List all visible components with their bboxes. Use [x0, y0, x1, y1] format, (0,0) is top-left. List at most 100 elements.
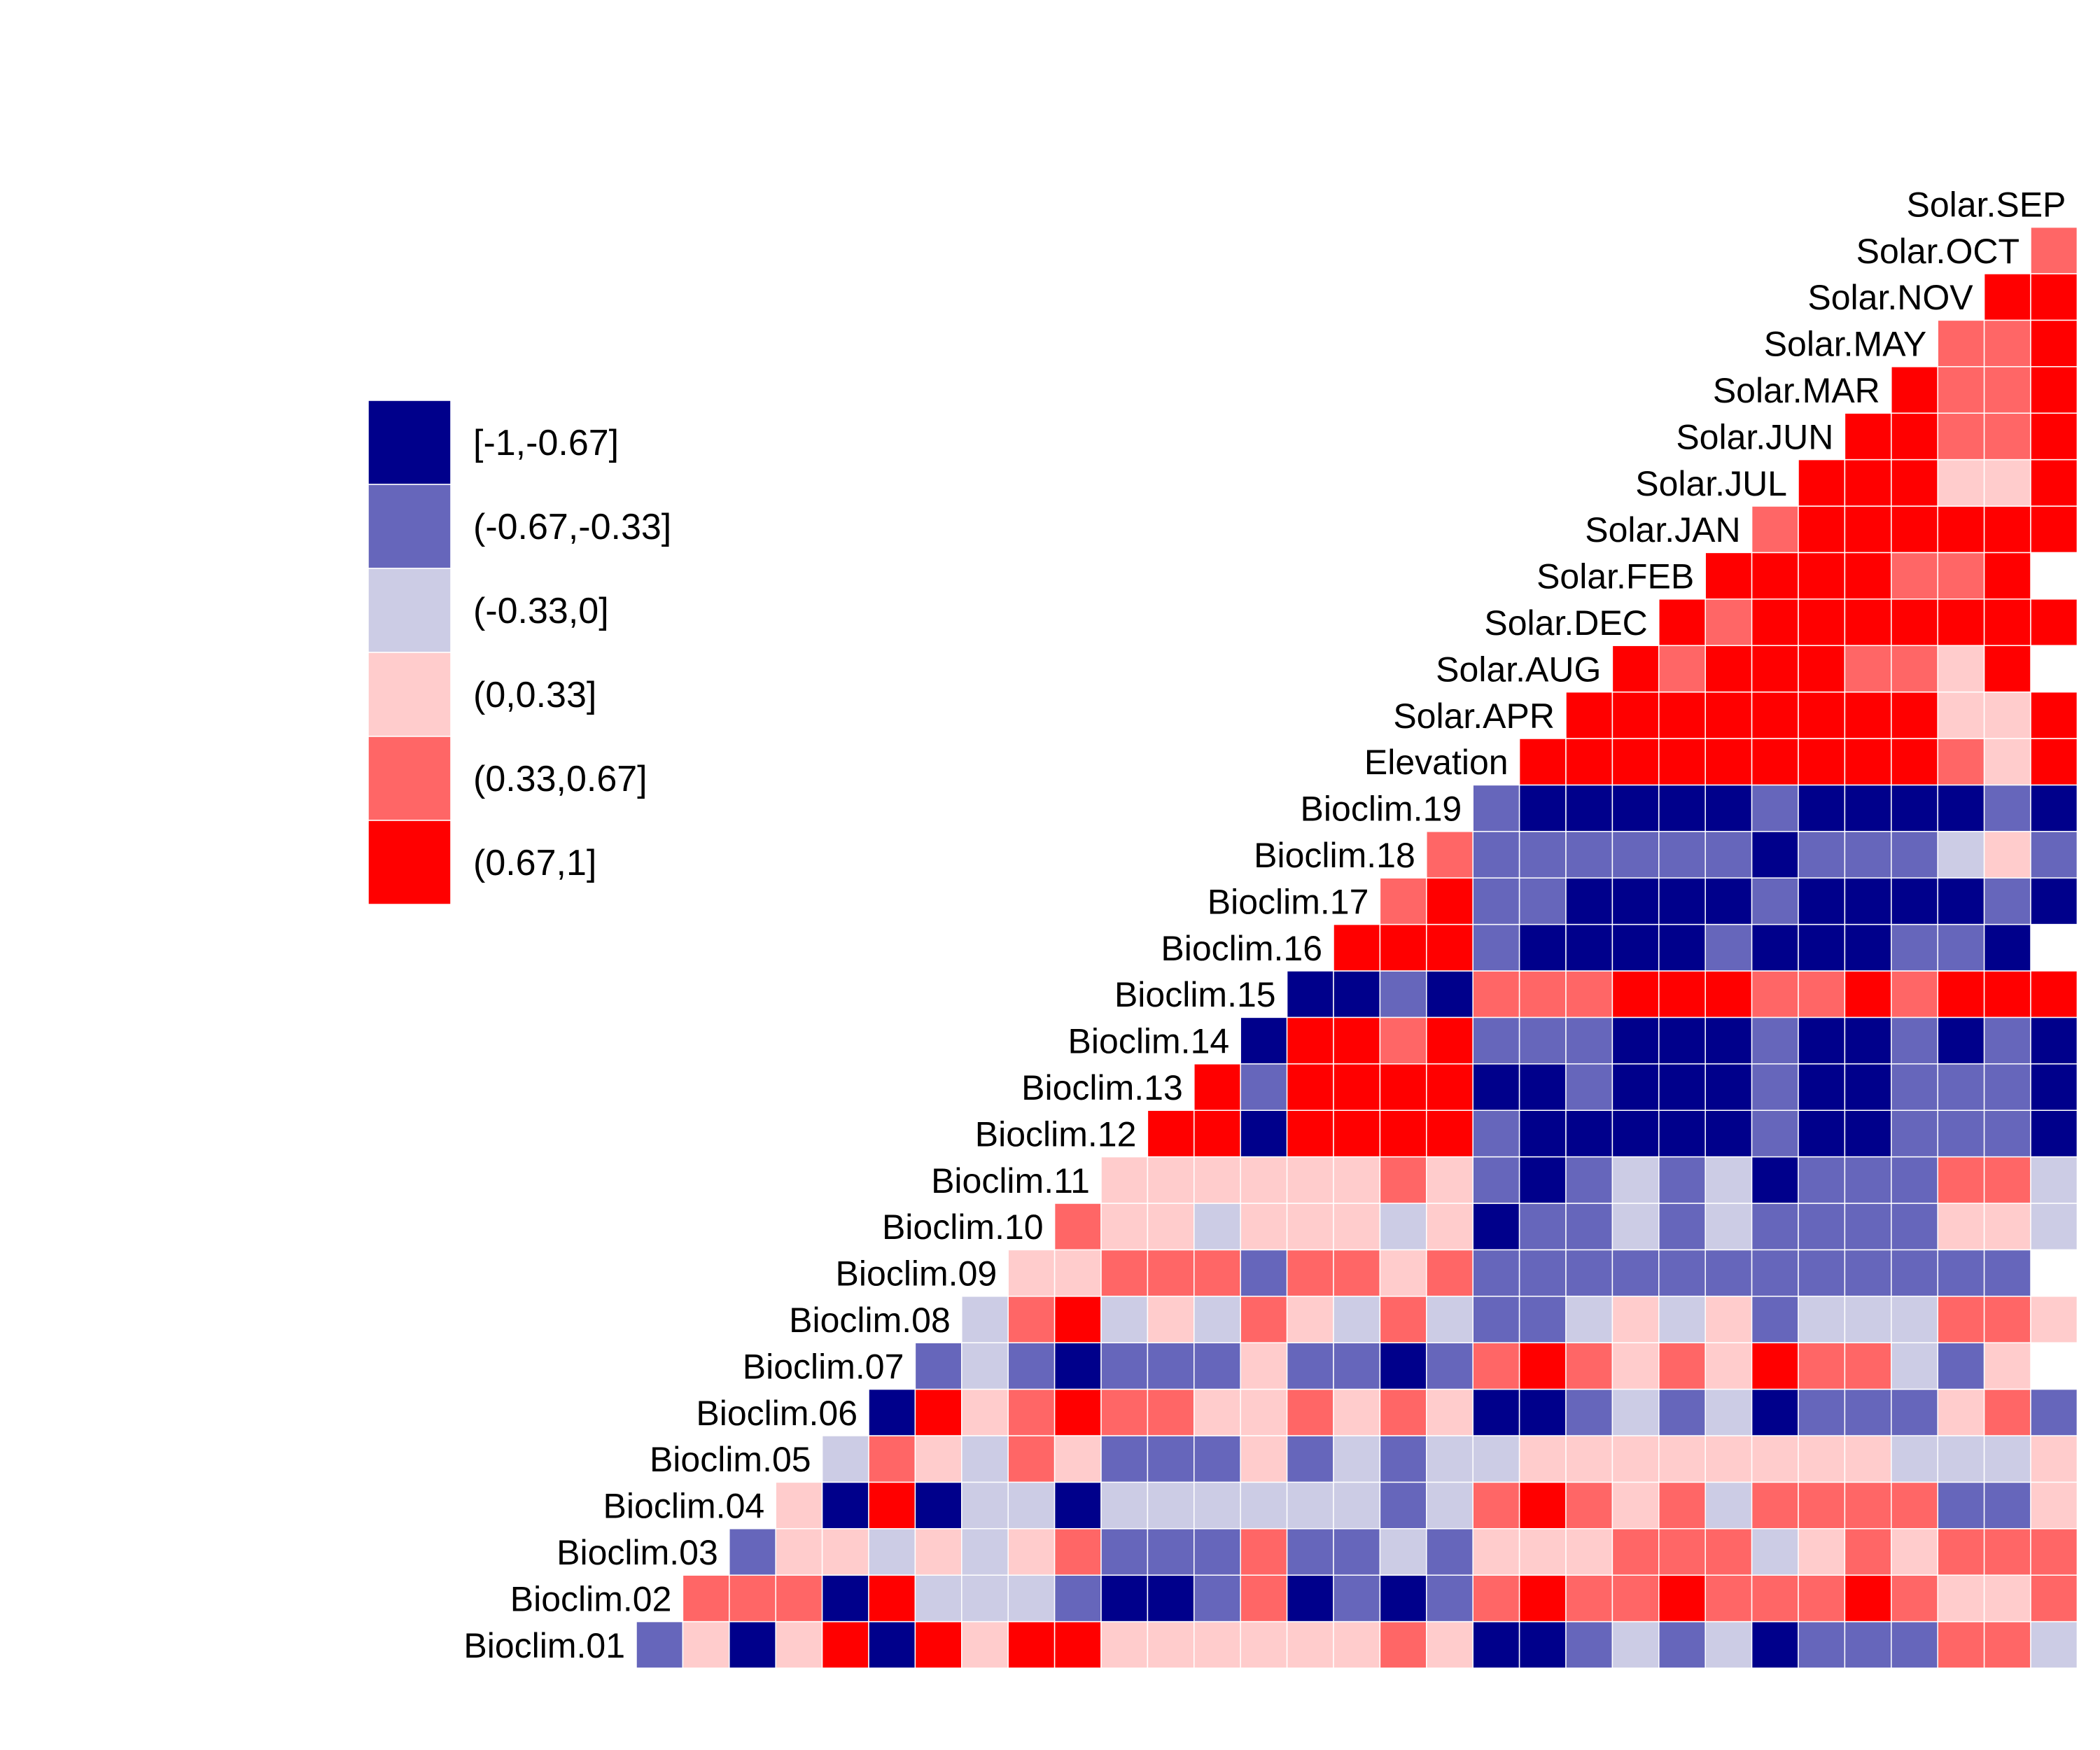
heatmap-cell-Bioclim.04-Solar.SEP [2030, 1481, 2078, 1530]
heatmap-cell-Bioclim.01-Bioclim.15 [1240, 1620, 1288, 1669]
heatmap-cell-Bioclim.02-Solar.MAR [1844, 1574, 1892, 1623]
heatmap-cell-Bioclim.13-Bioclim.19 [1426, 1063, 1474, 1111]
heatmap-cell-Solar.AUG-Solar.JUN [1798, 645, 1846, 693]
heatmap-cell-Bioclim.08-Solar.DEC [1611, 1296, 1660, 1343]
heatmap-cell-Bioclim.08-Bioclim.15 [1240, 1296, 1288, 1343]
heatmap-cell-Bioclim.17-Solar.JUN [1798, 877, 1846, 925]
heatmap-cell-Bioclim.07-Solar.MAR [1844, 1342, 1892, 1390]
heatmap-cell-Bioclim.15-Solar.JUL [1751, 970, 1799, 1018]
heatmap-cell-Bioclim.11-Solar.JUN [1798, 1156, 1846, 1204]
heatmap-cell-Bioclim.14-Solar.JUN [1798, 1016, 1846, 1065]
heatmap-cell-Solar.FEB-Solar.JAN [1704, 552, 1753, 600]
heatmap-cell-Bioclim.09-Solar.AUG [1565, 1249, 1614, 1297]
heatmap-cell-Bioclim.02-Solar.APR [1518, 1574, 1567, 1623]
heatmap-cell-Elevation-Solar.SEP [2030, 738, 2078, 786]
heatmap-cell-Bioclim.05-Solar.JUL [1751, 1435, 1799, 1483]
heatmap-cell-Bioclim.06-Solar.DEC [1611, 1388, 1660, 1436]
heatmap-cell-Bioclim.15-Solar.JAN [1704, 970, 1753, 1018]
heatmap-cell-Solar.MAR-Solar.OCT [1983, 366, 2031, 414]
heatmap-cell-Bioclim.10-Solar.SEP [2030, 1203, 2078, 1251]
heatmap-cell-Bioclim.04-Solar.AUG [1565, 1481, 1614, 1530]
heatmap-cell-Bioclim.05-Bioclim.10 [1007, 1435, 1056, 1483]
heatmap-cell-Bioclim.05-Solar.APR [1518, 1435, 1567, 1483]
heatmap-cell-Solar.DEC-Solar.MAY [1891, 598, 1938, 646]
heatmap-cell-Bioclim.13-Solar.JUL [1751, 1063, 1799, 1111]
heatmap-cell-Solar.JUL-Solar.NOV [1937, 458, 1985, 507]
heatmap-cell-Bioclim.17-Solar.MAY [1891, 877, 1938, 925]
heatmap-cell-Bioclim.15-Solar.JUN [1798, 970, 1846, 1018]
heatmap-cell-Bioclim.02-Bioclim.08 [914, 1574, 962, 1623]
heatmap-cell-Bioclim.12-Bioclim.13 [1147, 1110, 1195, 1158]
heatmap-cell-Bioclim.11-Solar.FEB [1658, 1156, 1706, 1204]
heatmap-cell-Bioclim.18-Solar.APR [1518, 831, 1567, 878]
variable-label-Bioclim.08: Bioclim.08 [789, 1301, 951, 1340]
variable-label-Solar.FEB: Solar.FEB [1536, 557, 1694, 596]
heatmap-cell-Bioclim.04-Bioclim.05 [775, 1481, 823, 1530]
heatmap-cell-Bioclim.08-Solar.JUL [1751, 1296, 1799, 1343]
heatmap-cell-Bioclim.06-Bioclim.09 [961, 1388, 1009, 1436]
heatmap-cell-Bioclim.03-Bioclim.16 [1286, 1528, 1334, 1576]
heatmap-cell-Bioclim.03-Solar.SEP [2030, 1528, 2078, 1576]
heatmap-cell-Bioclim.02-Bioclim.17 [1333, 1574, 1381, 1623]
heatmap-cell-Bioclim.02-Solar.JUN [1798, 1574, 1846, 1623]
heatmap-cell-Bioclim.13-Solar.JUN [1798, 1063, 1846, 1111]
heatmap-cell-Solar.MAR-Solar.MAY [1891, 366, 1938, 414]
heatmap-cell-Bioclim.10-Bioclim.15 [1240, 1203, 1288, 1251]
variable-label-Solar.AUG: Solar.AUG [1436, 650, 1601, 689]
heatmap-cell-Bioclim.08-Solar.OCT [1983, 1296, 2031, 1343]
heatmap-cell-Bioclim.18-Solar.JAN [1704, 831, 1753, 878]
heatmap-cell-Bioclim.01-Bioclim.07 [868, 1620, 916, 1669]
heatmap-cell-Bioclim.11-Solar.MAY [1891, 1156, 1938, 1204]
heatmap-cell-Bioclim.02-Bioclim.09 [961, 1574, 1009, 1623]
heatmap-cell-Bioclim.04-Bioclim.15 [1240, 1481, 1288, 1530]
heatmap-cell-Bioclim.05-Solar.JAN [1704, 1435, 1753, 1483]
heatmap-cell-Bioclim.13-Solar.JAN [1704, 1063, 1753, 1111]
heatmap-cell-Bioclim.15-Bioclim.18 [1379, 970, 1427, 1018]
heatmap-cell-Solar.FEB-Solar.MAY [1891, 552, 1938, 600]
heatmap-cell-Bioclim.08-Bioclim.19 [1426, 1296, 1474, 1343]
heatmap-cell-Bioclim.01-Solar.JAN [1704, 1620, 1753, 1669]
heatmap-cell-Solar.AUG-Solar.MAY [1891, 645, 1938, 693]
heatmap-cell-Bioclim.05-Bioclim.12 [1100, 1435, 1149, 1483]
heatmap-cell-Bioclim.14-Bioclim.19 [1426, 1016, 1474, 1065]
legend-label: (0.33,0.67] [473, 759, 648, 799]
heatmap-cell-Solar.DEC-Solar.FEB [1658, 598, 1706, 646]
heatmap-cell-Bioclim.16-Bioclim.19 [1426, 923, 1474, 972]
heatmap-cell-Bioclim.13-Solar.DEC [1611, 1063, 1660, 1111]
heatmap-cell-Bioclim.04-Solar.JUN [1798, 1481, 1846, 1530]
heatmap-cell-Bioclim.16-Solar.NOV [1937, 923, 1985, 972]
heatmap-cell-Bioclim.06-Bioclim.10 [1007, 1388, 1056, 1436]
heatmap-cell-Bioclim.19-Elevation [1472, 784, 1520, 832]
heatmap-cell-Bioclim.18-Solar.NOV [1937, 831, 1985, 878]
heatmap-cell-Bioclim.17-Solar.FEB [1658, 877, 1706, 925]
heatmap-cell-Bioclim.08-Bioclim.14 [1194, 1296, 1241, 1343]
heatmap-cell-Bioclim.03-Solar.JUL [1751, 1528, 1799, 1576]
heatmap-cell-Bioclim.12-Solar.DEC [1611, 1110, 1660, 1158]
heatmap-cell-Elevation-Solar.MAY [1891, 738, 1938, 786]
heatmap-cell-Bioclim.12-Solar.FEB [1658, 1110, 1706, 1158]
heatmap-cell-Bioclim.05-Elevation [1472, 1435, 1520, 1483]
heatmap-cell-Solar.DEC-Solar.JUL [1751, 598, 1799, 646]
heatmap-cell-Bioclim.03-Solar.APR [1518, 1528, 1567, 1576]
heatmap-cell-Bioclim.09-Solar.DEC [1611, 1249, 1660, 1297]
heatmap-cell-Bioclim.03-Bioclim.10 [1007, 1528, 1056, 1576]
heatmap-cell-Bioclim.06-Bioclim.18 [1379, 1388, 1427, 1436]
heatmap-cell-Bioclim.08-Solar.MAR [1844, 1296, 1892, 1343]
heatmap-cell-Bioclim.14-Bioclim.17 [1333, 1016, 1381, 1065]
heatmap-cell-Bioclim.16-Bioclim.18 [1379, 923, 1427, 972]
variable-label-Solar.MAR: Solar.MAR [1713, 371, 1880, 410]
heatmap-cell-Bioclim.11-Bioclim.19 [1426, 1156, 1474, 1204]
heatmap-cell-Bioclim.11-Bioclim.15 [1240, 1156, 1288, 1204]
heatmap-cell-Solar.JUL-Solar.MAR [1844, 458, 1892, 507]
heatmap-cell-Bioclim.16-Solar.JUL [1751, 923, 1799, 972]
heatmap-cell-Solar.NOV-Solar.SEP [2030, 273, 2078, 321]
heatmap-cell-Bioclim.19-Solar.JAN [1704, 784, 1753, 832]
heatmap-cell-Solar.MAY-Solar.NOV [1937, 319, 1985, 368]
heatmap-cell-Bioclim.04-Bioclim.08 [914, 1481, 962, 1530]
heatmap-cell-Bioclim.01-Bioclim.04 [729, 1620, 776, 1669]
heatmap-cell-Bioclim.01-Bioclim.11 [1054, 1620, 1102, 1669]
heatmap-cell-Bioclim.04-Solar.APR [1518, 1481, 1567, 1530]
heatmap-cell-Bioclim.03-Bioclim.05 [775, 1528, 823, 1576]
heatmap-cell-Bioclim.16-Solar.JUN [1798, 923, 1846, 972]
